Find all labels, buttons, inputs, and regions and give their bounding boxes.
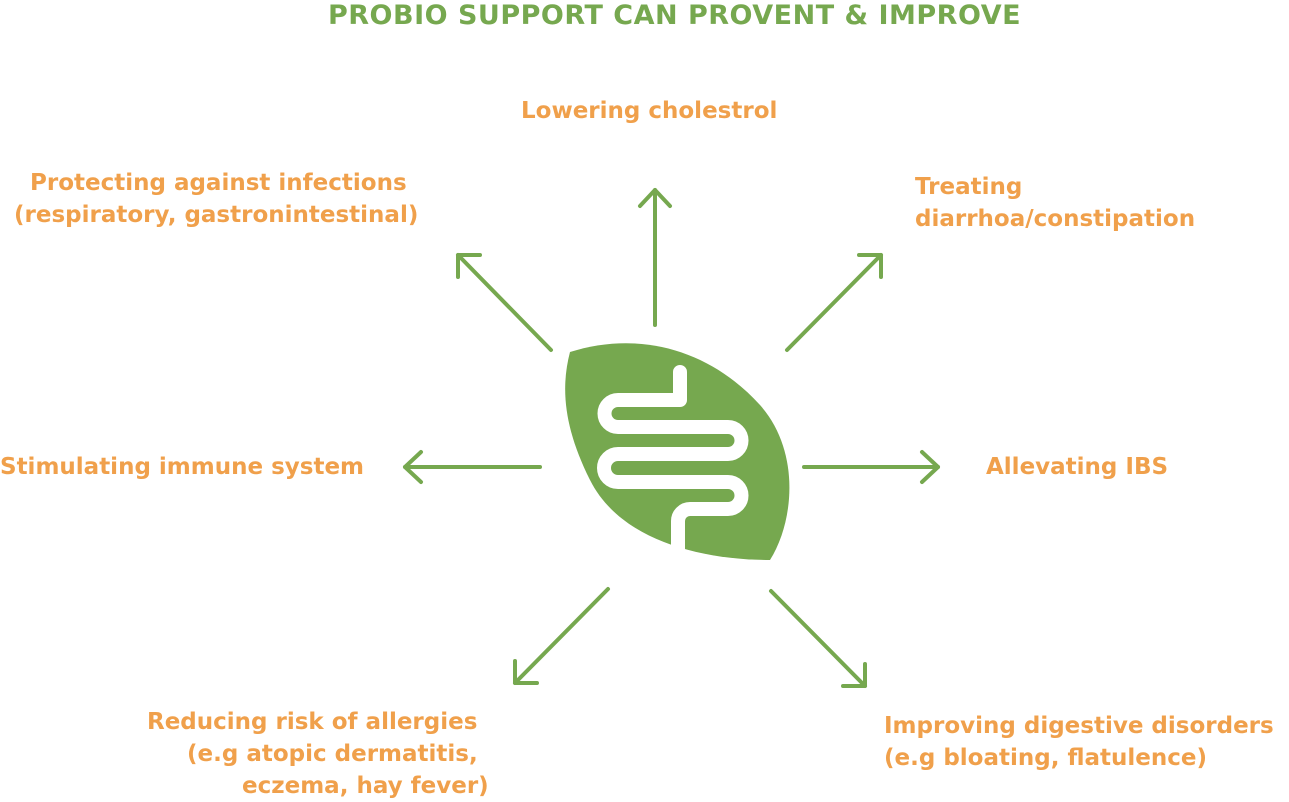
arrow-down-right [769, 589, 867, 688]
intestine-tube [597, 365, 749, 567]
diagram-title: PROBIO SUPPORT CAN PROVENT & IMPROVE [327, 0, 1022, 31]
arrow-up [638, 188, 672, 327]
benefit-line: Reducing risk of allergies [147, 709, 478, 735]
arrow-down-left [513, 587, 610, 685]
benefit-line: Stimulating immune system [0, 454, 365, 480]
arrow-left [403, 450, 542, 484]
benefit-line: diarrhoa/constipation [915, 206, 1196, 232]
benefit-line: Lowering cholestrol [521, 98, 778, 124]
arrow-up-right [785, 253, 883, 352]
arrow-right [802, 450, 940, 484]
benefit-line: Protecting against infections [30, 170, 407, 196]
benefit-line: (e.g atopic dermatitis, [187, 741, 478, 767]
benefit-line: (respiratory, gastronintestinal) [14, 202, 419, 228]
benefit-lowering-cholesterol: Lowering cholestrol [521, 95, 777, 127]
benefit-reducing-allergies: Reducing risk of allergies (e.g atopic d… [147, 706, 497, 802]
arrow-up-left [456, 253, 553, 352]
benefit-line: Allevating IBS [986, 454, 1169, 480]
benefit-line: Treating [915, 174, 1023, 200]
intestine-icon [565, 343, 790, 567]
benefit-line: (e.g bloating, flatulence) [884, 745, 1207, 771]
benefit-stimulating-immune: Stimulating immune system [0, 451, 364, 483]
benefit-protecting-infections: Protecting against infections (respirato… [14, 167, 418, 231]
benefit-treating-diarrhoea: Treating diarrhoa/constipation [915, 171, 1195, 235]
benefit-allevating-ibs: Allevating IBS [986, 451, 1168, 483]
benefit-line: eczema, hay fever) [242, 773, 489, 799]
benefit-line: Improving digestive disorders [884, 713, 1274, 739]
benefit-improving-digestive: Improving digestive disorders (e.g bloat… [884, 710, 1274, 774]
